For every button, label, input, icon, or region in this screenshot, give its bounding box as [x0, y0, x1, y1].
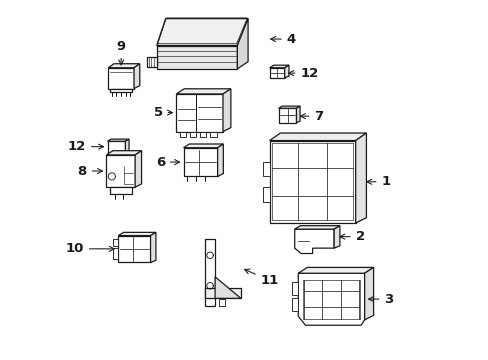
Polygon shape — [106, 155, 135, 187]
Text: 8: 8 — [77, 165, 102, 177]
Polygon shape — [355, 133, 366, 223]
Polygon shape — [106, 151, 142, 155]
Polygon shape — [215, 277, 241, 298]
Text: 12: 12 — [288, 67, 318, 80]
Polygon shape — [176, 89, 230, 94]
Polygon shape — [118, 235, 150, 262]
Polygon shape — [223, 89, 230, 132]
Polygon shape — [269, 133, 366, 140]
Text: 5: 5 — [153, 106, 172, 119]
Text: 6: 6 — [155, 156, 179, 168]
Polygon shape — [294, 229, 333, 253]
Polygon shape — [237, 19, 247, 69]
Polygon shape — [298, 267, 373, 273]
Polygon shape — [269, 140, 355, 223]
Polygon shape — [218, 299, 224, 306]
Text: 9: 9 — [116, 40, 125, 65]
Polygon shape — [147, 57, 157, 67]
Polygon shape — [176, 94, 223, 132]
Polygon shape — [134, 64, 140, 89]
Text: 4: 4 — [270, 32, 295, 46]
Polygon shape — [183, 148, 217, 176]
Polygon shape — [180, 132, 186, 136]
Polygon shape — [200, 132, 206, 136]
Polygon shape — [333, 226, 339, 248]
Text: 11: 11 — [244, 269, 278, 287]
Text: 12: 12 — [68, 140, 103, 153]
Text: 3: 3 — [368, 293, 393, 306]
Polygon shape — [108, 64, 140, 68]
Polygon shape — [210, 132, 216, 136]
Text: 7: 7 — [300, 110, 323, 123]
Polygon shape — [115, 155, 118, 159]
Polygon shape — [278, 106, 300, 108]
Polygon shape — [284, 65, 288, 78]
Polygon shape — [156, 45, 237, 69]
Polygon shape — [109, 155, 113, 159]
Text: 1: 1 — [366, 175, 390, 188]
Polygon shape — [120, 155, 123, 159]
Polygon shape — [278, 108, 296, 123]
Polygon shape — [298, 273, 364, 325]
Polygon shape — [364, 267, 373, 320]
Polygon shape — [269, 68, 284, 78]
Polygon shape — [190, 132, 196, 136]
Polygon shape — [291, 298, 298, 311]
Polygon shape — [294, 226, 339, 229]
Polygon shape — [263, 162, 269, 176]
Polygon shape — [150, 232, 156, 262]
Polygon shape — [112, 248, 118, 259]
Polygon shape — [269, 65, 288, 68]
Polygon shape — [183, 144, 223, 148]
Polygon shape — [107, 141, 125, 155]
Polygon shape — [108, 68, 134, 89]
Text: 10: 10 — [65, 242, 114, 255]
Polygon shape — [156, 19, 247, 45]
Polygon shape — [135, 151, 142, 187]
Polygon shape — [204, 288, 241, 298]
Polygon shape — [125, 139, 129, 155]
Polygon shape — [110, 89, 132, 92]
Polygon shape — [263, 187, 269, 202]
Polygon shape — [112, 239, 118, 246]
Polygon shape — [296, 106, 300, 123]
Polygon shape — [107, 139, 129, 141]
Polygon shape — [217, 144, 223, 176]
Text: 2: 2 — [339, 230, 364, 243]
Polygon shape — [204, 239, 215, 306]
Polygon shape — [291, 282, 298, 295]
Polygon shape — [118, 232, 156, 235]
Polygon shape — [110, 187, 131, 194]
